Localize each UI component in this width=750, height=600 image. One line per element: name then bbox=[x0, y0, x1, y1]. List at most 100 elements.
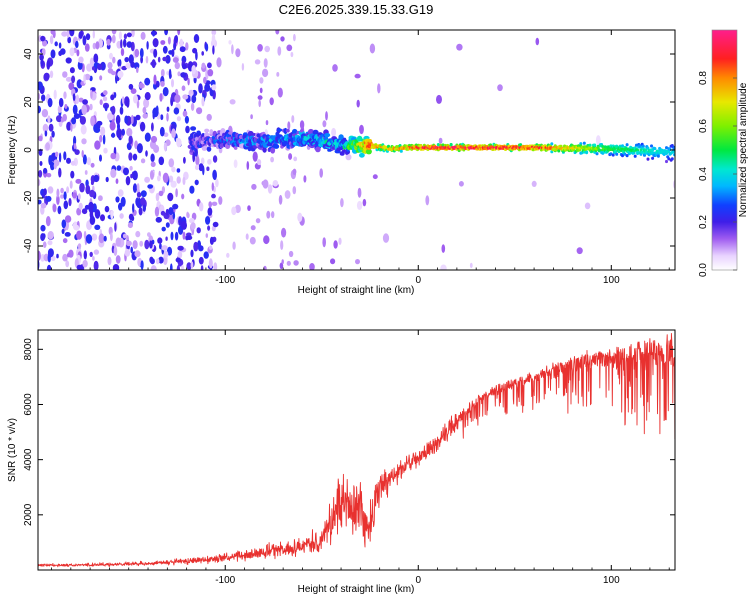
heatmap-cell bbox=[187, 77, 190, 86]
heatmap-cell bbox=[595, 135, 601, 146]
heatmap-cell bbox=[128, 152, 133, 161]
heatmap-cell bbox=[118, 31, 122, 40]
heatmap-cell bbox=[262, 146, 267, 153]
heatmap-cell bbox=[47, 240, 53, 246]
heatmap-cell bbox=[99, 99, 103, 106]
heatmap-cell bbox=[213, 262, 218, 270]
heatmap-cell bbox=[441, 244, 446, 253]
heatmap-cell bbox=[200, 265, 204, 270]
heatmap-cell bbox=[115, 114, 121, 125]
heatmap-cell bbox=[54, 41, 58, 47]
heatmap-cell bbox=[247, 130, 254, 138]
heatmap-cell bbox=[621, 144, 624, 148]
heatmap-cell bbox=[279, 262, 284, 270]
heatmap-cell bbox=[47, 186, 54, 194]
heatmap-cell bbox=[625, 154, 629, 158]
heatmap-cell bbox=[149, 240, 153, 249]
heatmap-cell bbox=[257, 95, 263, 100]
heatmap-cell bbox=[629, 145, 633, 149]
heatmap-cell bbox=[47, 248, 54, 258]
heatmap-cell bbox=[257, 159, 262, 166]
heatmap-cell bbox=[369, 43, 376, 54]
heatmap-cell bbox=[185, 42, 189, 51]
heatmap-cell bbox=[161, 226, 166, 232]
heatmap-cell bbox=[440, 264, 447, 270]
heatmap-cell bbox=[159, 126, 165, 137]
heatmap-cell bbox=[125, 240, 132, 247]
heatmap-cell bbox=[165, 208, 169, 216]
heatmap-cell bbox=[135, 230, 141, 238]
heatmap-cell bbox=[262, 68, 269, 78]
heatmap-cell bbox=[665, 146, 668, 150]
heatmap-cell bbox=[84, 73, 91, 81]
heatmap-cell bbox=[324, 133, 331, 138]
heatmap-cell bbox=[212, 221, 219, 228]
heatmap-cell bbox=[117, 189, 124, 197]
heatmap-cell bbox=[338, 237, 342, 245]
heatmap-cell bbox=[69, 67, 75, 74]
heatmap-cell bbox=[94, 140, 101, 150]
heatmap-cell bbox=[195, 156, 200, 166]
heatmap-cell bbox=[132, 170, 138, 181]
heatmap-cell bbox=[116, 128, 122, 139]
heatmap-cell bbox=[143, 98, 150, 109]
heatmap-cell bbox=[596, 145, 600, 149]
heatmap-cell bbox=[288, 250, 294, 258]
heatmap-cell bbox=[196, 107, 203, 115]
heatmap-cell bbox=[359, 124, 364, 135]
heatmap-cell bbox=[233, 159, 238, 168]
heatmap-cell bbox=[90, 115, 95, 127]
heatmap-cell bbox=[436, 94, 442, 104]
heatmap-cell bbox=[83, 250, 88, 260]
heatmap-cell bbox=[291, 128, 298, 135]
heatmap-cell bbox=[65, 76, 72, 82]
heatmap-cell bbox=[287, 121, 291, 130]
x-tick-label: 100 bbox=[603, 275, 620, 286]
heatmap-cell bbox=[132, 183, 138, 193]
heatmap-cell bbox=[150, 170, 154, 180]
heatmap-cell bbox=[372, 174, 378, 180]
heatmap-cell bbox=[209, 245, 213, 250]
y-tick-label: 2000 bbox=[23, 503, 34, 526]
heatmap-cell bbox=[656, 154, 660, 158]
heatmap-cell bbox=[38, 135, 43, 142]
heatmap-cell bbox=[182, 94, 189, 100]
heatmap-cell bbox=[76, 207, 82, 216]
heatmap-cell bbox=[62, 238, 68, 244]
heatmap-cell bbox=[621, 154, 624, 158]
heatmap-cell bbox=[204, 128, 210, 133]
heatmap-cell bbox=[338, 134, 344, 141]
heatmap-cell bbox=[93, 260, 99, 270]
heatmap-cell bbox=[76, 79, 83, 89]
heatmap-cell bbox=[291, 115, 295, 123]
heatmap-cell bbox=[126, 98, 130, 108]
heatmap-cell bbox=[615, 152, 619, 156]
heatmap-cell bbox=[251, 183, 257, 190]
heatmap-cell bbox=[231, 206, 237, 216]
heatmap-cell bbox=[102, 96, 108, 102]
heatmap-cell bbox=[38, 170, 43, 178]
heatmap-cell bbox=[633, 154, 637, 158]
colorbar-ticks: 0.0 0.2 0.4 0.6 0.8 bbox=[698, 71, 737, 277]
heatmap-cell bbox=[265, 120, 269, 126]
heatmap-cell bbox=[111, 34, 116, 44]
heatmap-cell bbox=[153, 48, 158, 58]
heatmap-cell bbox=[41, 48, 46, 56]
x-tick-label: 100 bbox=[603, 575, 620, 586]
heatmap-cell bbox=[44, 72, 50, 80]
heatmap-cell bbox=[176, 168, 181, 173]
heatmap-cell bbox=[174, 94, 181, 103]
heatmap-cell bbox=[127, 222, 133, 229]
heatmap-cell bbox=[377, 83, 381, 94]
heatmap-cell bbox=[138, 207, 143, 216]
heatmap-cell bbox=[180, 72, 187, 78]
heatmap-cell bbox=[651, 156, 655, 160]
colorbar-frame bbox=[711, 29, 738, 271]
heatmap-cell bbox=[99, 75, 103, 81]
heatmap-cell bbox=[588, 143, 592, 147]
heatmap-cell bbox=[38, 81, 43, 91]
heatmap-cell bbox=[175, 257, 181, 263]
heatmap-cell bbox=[136, 183, 140, 192]
heatmap-cell bbox=[112, 264, 120, 270]
heatmap-cell bbox=[286, 260, 291, 266]
